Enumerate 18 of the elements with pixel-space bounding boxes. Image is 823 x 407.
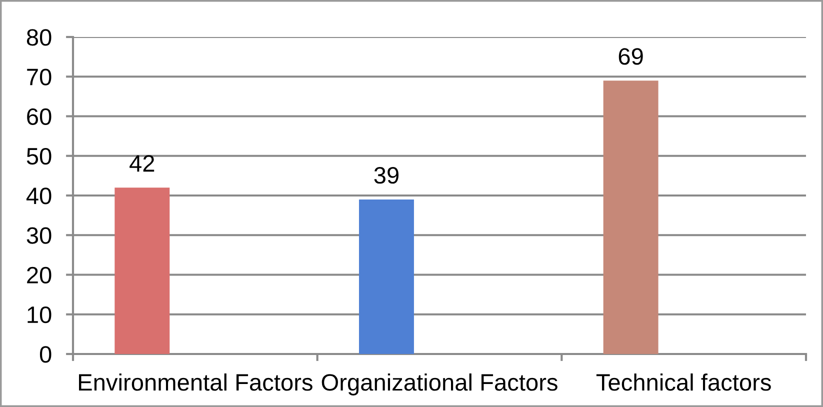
y-tick-label: 20 [27, 266, 52, 284]
y-tick-label: 30 [26, 227, 52, 244]
x-tick-label: Environmental Factors [79, 373, 312, 391]
y-tick-label: 80 [26, 29, 52, 46]
bar [358, 199, 414, 354]
x-tick-label: Technical factors [596, 373, 771, 391]
y-tick-label: 40 [26, 188, 52, 204]
y-tick-label: 0 [40, 346, 52, 363]
data-label: 42 [130, 155, 154, 172]
y-tick-label: 60 [27, 108, 52, 126]
bar [114, 188, 170, 354]
x-tick-label: Organizational Factors [322, 373, 558, 396]
bar [603, 80, 658, 354]
y-tick-label: 50 [26, 148, 52, 165]
y-tick-label: 70 [27, 68, 52, 86]
data-label: 39 [374, 166, 398, 184]
data-label: 69 [618, 48, 643, 65]
y-tick-label: 10 [28, 306, 52, 324]
